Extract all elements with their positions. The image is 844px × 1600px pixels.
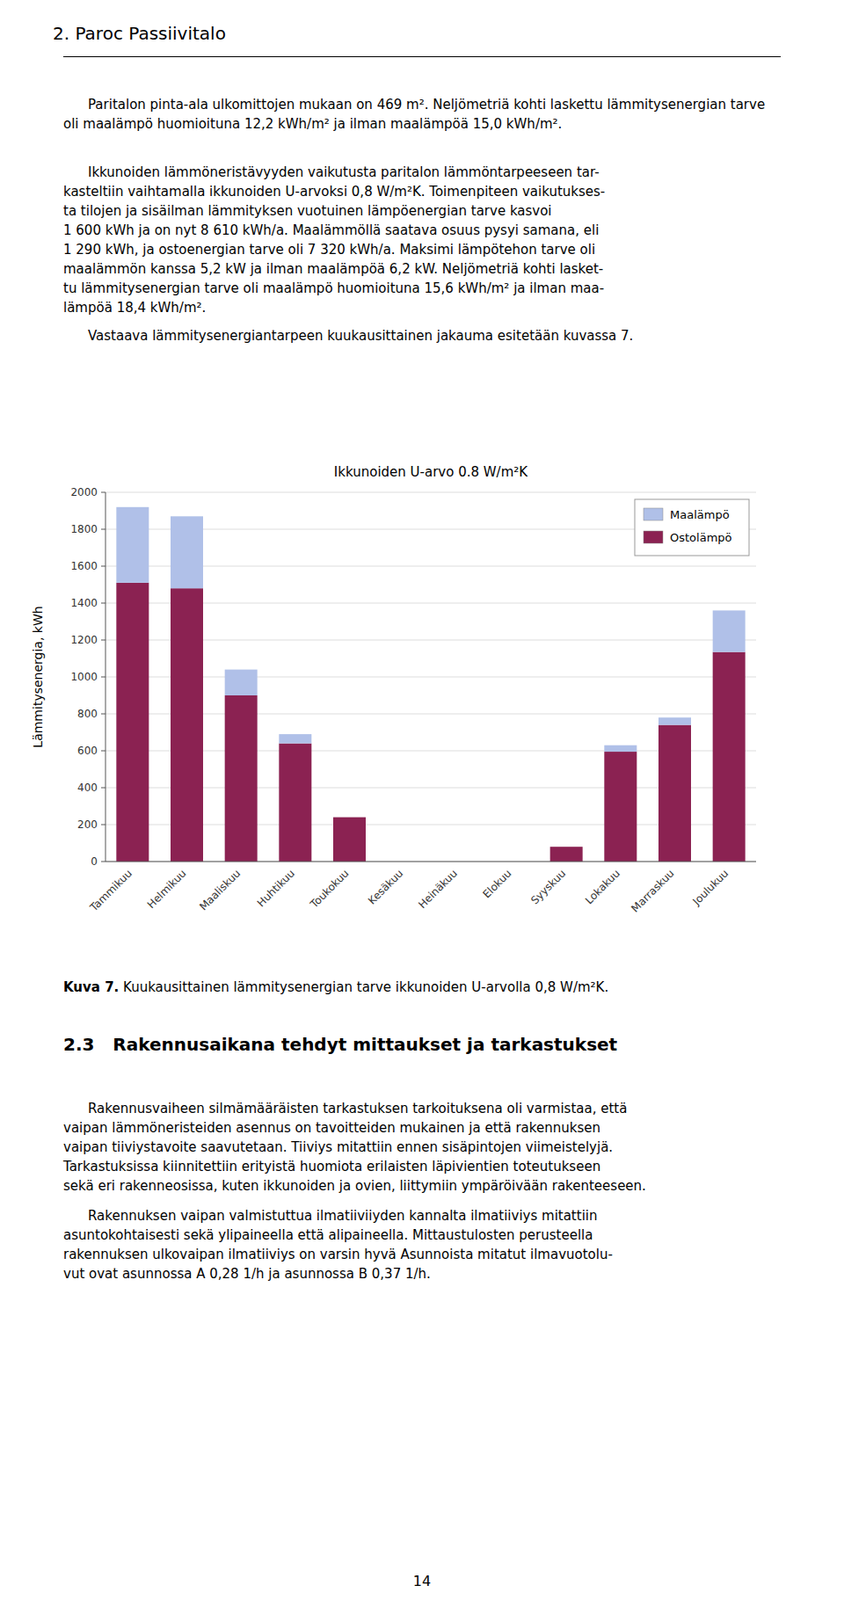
y-tick-label: 200	[77, 818, 98, 831]
legend-swatch	[643, 508, 663, 521]
paragraph-line: vut ovat asunnossa A 0,28 1/h ja asunnos…	[63, 1264, 431, 1284]
bars	[116, 507, 745, 862]
section-title: 2.3 Rakennusaikana tehdyt mittaukset ja …	[63, 1033, 618, 1056]
bar-segment	[550, 846, 583, 848]
paragraph-line: kasteltiin vaihtamalla ikkunoiden U-arvo…	[63, 181, 605, 202]
x-tick-label: Kesäkuu	[365, 866, 406, 907]
paragraph-line: lämpöä 18,4 kWh/m².	[63, 298, 206, 318]
y-tick	[101, 603, 106, 604]
bar-segment	[658, 717, 692, 725]
y-tick-label: 1600	[70, 560, 98, 573]
x-tick-label: Helmikuu	[145, 866, 190, 911]
x-tick-label: Maaliskuu	[196, 866, 243, 913]
bar-segment	[713, 610, 746, 652]
page-number: 14	[0, 1571, 844, 1592]
x-tick-label: Lokakuu	[582, 866, 623, 907]
paragraph: Paritalon pinta-ala ulkomittojen mukaan …	[63, 94, 781, 134]
paragraph-line: maalämmön kanssa 5,2 kW ja ilman maalämp…	[63, 259, 604, 279]
caption-label: Kuva 7.	[63, 979, 119, 996]
bar-segment	[116, 507, 149, 583]
legend-swatch	[643, 531, 663, 544]
paragraph-line: 1 290 kWh, ja ostoenergian tarve oli 7 3…	[63, 240, 596, 260]
y-tick	[101, 676, 106, 678]
paragraph: Vastaava lämmitysenergiantarpeen kuukaus…	[87, 326, 633, 346]
y-tick	[101, 529, 106, 531]
bar-segment	[603, 751, 637, 862]
bar-segment	[333, 816, 366, 818]
paragraph-line: Ikkunoiden lämmöneristävyyden vaikutusta…	[87, 162, 600, 182]
bar-segment	[713, 652, 746, 862]
x-tick-label: Heinäkuu	[415, 866, 460, 911]
paragraph-line: Rakennusvaiheen silmämääräisten tarkastu…	[87, 1098, 627, 1119]
y-tick	[101, 750, 106, 752]
grid	[105, 492, 757, 862]
y-tick-label: 600	[77, 744, 98, 757]
paragraph-line: 1 600 kWh ja on nyt 8 610 kWh/a. Maalämm…	[63, 220, 599, 241]
x-tick-label: Toukokuu	[306, 866, 351, 911]
paragraph-line: Rakennuksen vaipan valmistuttua ilmatiiv…	[87, 1206, 597, 1226]
bar-segment	[550, 846, 583, 862]
bar-segment	[170, 588, 204, 862]
y-axis-label: Lämmitysenergia, kWh	[30, 605, 45, 748]
x-axis-line	[105, 861, 757, 863]
paragraph-line: tu lämmitysenergian tarve oli maalämpö h…	[63, 278, 604, 299]
y-tick-label: 1400	[70, 596, 98, 610]
grid-line	[105, 861, 757, 863]
paragraph-line: rakennuksen ulkovaipan ilmatiiviys on va…	[63, 1244, 613, 1265]
y-tick-label: 0	[90, 855, 98, 868]
header-rule	[63, 56, 781, 58]
y-tick-label: 1800	[70, 523, 98, 536]
chart: Ikkunoiden U-arvo 0.8 W/m²K Lämmitysenerg…	[0, 439, 844, 959]
y-tick	[101, 713, 106, 715]
x-tick-label: Syyskuu	[528, 866, 568, 907]
x-tick-label: Huhtikuu	[254, 866, 298, 910]
legend-label: Maalämpö	[669, 508, 730, 522]
legend: Maalämpö Ostolämpö	[634, 499, 750, 556]
y-tick-label: 1200	[70, 633, 98, 647]
y-tick-label: 2000	[70, 486, 98, 499]
bar-segment	[278, 734, 312, 744]
grid-line	[105, 492, 757, 494]
bar-segment	[658, 725, 692, 862]
y-tick-label: 400	[77, 781, 98, 794]
paragraph-line: sekä eri rakenneosissa, kuten ikkunoiden…	[63, 1176, 647, 1196]
bar-segment	[603, 745, 637, 752]
bar-segment	[225, 695, 258, 862]
y-tick	[101, 566, 106, 568]
y-tick	[101, 824, 106, 826]
paragraph-line: vaipan lämmöneristeiden asennus on tavoi…	[63, 1118, 601, 1138]
y-tick-label: 800	[77, 707, 98, 721]
x-tick-label: Joulukuu	[689, 866, 731, 909]
y-tick	[101, 787, 106, 789]
x-tick-label: Marraskuu	[628, 866, 677, 915]
y-tick-label: 1000	[70, 670, 98, 684]
bar-segment	[116, 582, 149, 862]
x-tick-label: Tammikuu	[87, 866, 135, 915]
legend-box	[634, 499, 750, 556]
caption: Kuva 7. Kuukausittainen lämmitysenergian…	[63, 977, 609, 997]
caption-text: Kuukausittainen lämmitysenergian tarve i…	[118, 979, 609, 996]
y-tick	[101, 861, 106, 863]
paragraph-line: Tarkastuksissa kiinnitettiin erityistä h…	[63, 1156, 601, 1177]
page-title: 2. Paroc Passiivitalo	[52, 22, 226, 44]
bar-segment	[333, 817, 366, 862]
y-axis-line	[105, 492, 107, 862]
paragraph-line: vaipan tiiviystavoite saavutetaan. Tiivi…	[63, 1137, 613, 1157]
x-tick-label: Elokuu	[480, 866, 514, 901]
paragraph-line: asuntokohtaisesti sekä ylipaineella että…	[63, 1225, 593, 1245]
y-tick	[101, 640, 106, 641]
bar-segment	[278, 743, 312, 862]
bar-segment	[225, 669, 258, 696]
chart-title: Ikkunoiden U-arvo 0.8 W/m²K	[334, 464, 529, 481]
legend-label: Ostolämpö	[669, 531, 733, 545]
paragraph-line: ta tilojen ja sisäilman lämmityksen vuot…	[63, 201, 553, 221]
y-tick	[101, 492, 106, 494]
bar-segment	[170, 516, 204, 589]
